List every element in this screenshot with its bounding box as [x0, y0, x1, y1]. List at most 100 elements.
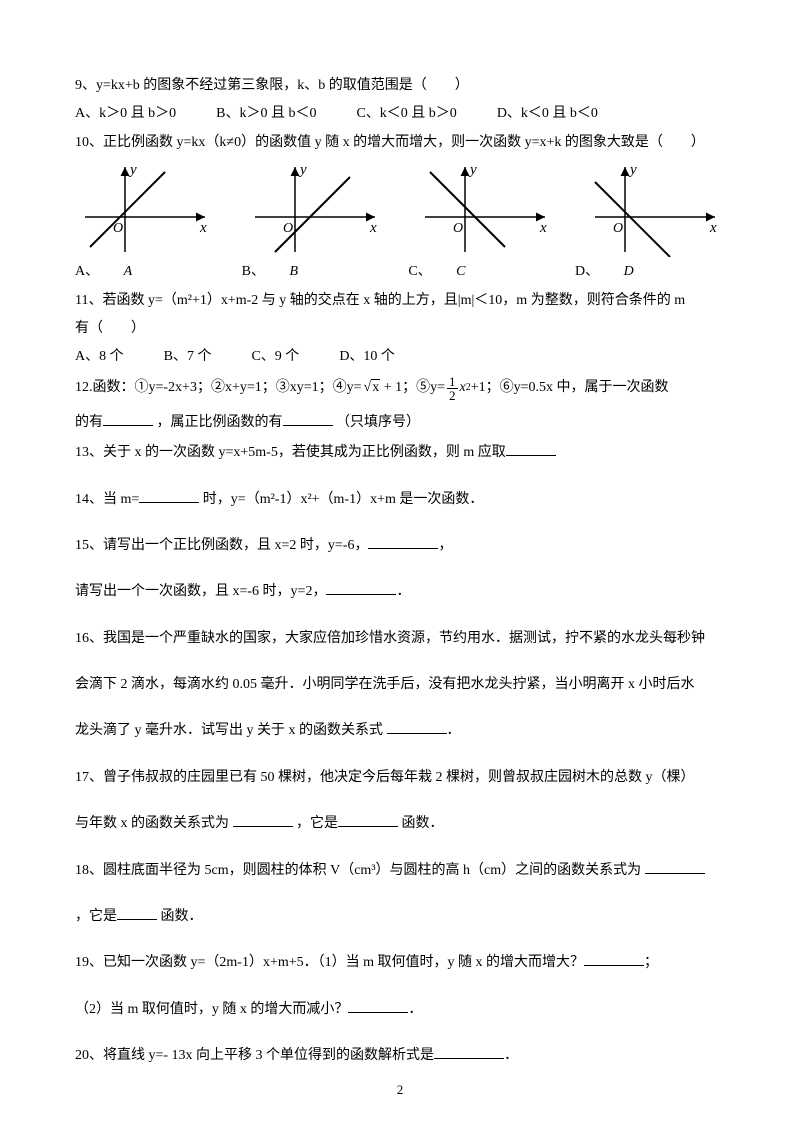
q17-blank2[interactable]: [338, 813, 398, 827]
graph-D: y x O: [585, 162, 725, 257]
q10-gA: A: [124, 264, 133, 279]
q11-optB: B、7 个: [164, 346, 212, 368]
q19-b: ；: [644, 955, 658, 970]
q17-b: 与年数 x 的函数关系式为: [75, 816, 233, 831]
q11-optC: C、9 个: [251, 346, 299, 368]
q9-text: 9、y=kx+b 的图象不经过第三象限，k、b 的取值范围是（ ）: [75, 75, 725, 97]
q10-lblA: A、: [75, 264, 99, 279]
graph-C-svg: y x O: [415, 162, 555, 257]
q20-b: ．: [504, 1048, 518, 1063]
q12-blank2[interactable]: [283, 412, 333, 426]
q16-c: 龙头滴了 y 毫升水．试写出 y 关于 x 的函数关系式: [75, 723, 387, 738]
q16-2: 会滴下 2 滴水，每滴水约 0.05 毫升．小明同学在洗手后，没有把水龙头拧紧，…: [75, 674, 725, 696]
q14-a: 14、当 m=: [75, 492, 139, 507]
q18-2: ，它是 函数．: [75, 906, 725, 928]
q9-optD: D、k＜0 且 b＜0: [497, 103, 598, 125]
q13-a: 13、关于 x 的一次函数 y=x+5m-5，若使其成为正比例函数，则 m 应取: [75, 445, 506, 460]
q14-blank[interactable]: [139, 489, 199, 503]
q13-blank[interactable]: [506, 442, 556, 456]
q10-gB: B: [290, 264, 299, 279]
graph-B-svg: y x O: [245, 162, 385, 257]
q12-line2: 的有 ，属正比例函数的有 （只填序号）: [75, 412, 725, 434]
q17-2: 与年数 x 的函数关系式为 ，它是 函数．: [75, 813, 725, 835]
q19-1: 19、已知一次函数 y=（2m-1）x+m+5．（1）当 m 取何值时，y 随 …: [75, 952, 725, 974]
svg-text:x: x: [539, 220, 547, 236]
svg-text:y: y: [128, 162, 137, 178]
q18-c: 函数．: [161, 909, 203, 924]
q19-a: 19、已知一次函数 y=（2m-1）x+m+5．（1）当 m 取何值时，y 随 …: [75, 955, 584, 970]
q10-gD: D: [624, 264, 634, 279]
q12-l2c: （只填序号）: [336, 415, 420, 430]
q10-labels: A、 A B、 B C、 C D、 D: [75, 261, 725, 283]
q16-1: 16、我国是一个严重缺水的国家，大家应倍加珍惜水资源，节约用水．据测试，拧不紧的…: [75, 628, 725, 650]
q19-blank2[interactable]: [348, 999, 408, 1013]
q11-options: A、8 个 B、7 个 C、9 个 D、10 个: [75, 346, 725, 368]
q10-lblD: D、: [575, 264, 599, 279]
page-number: 2: [397, 1080, 404, 1101]
svg-text:O: O: [113, 221, 123, 236]
q16-d: ．: [447, 723, 461, 738]
q17-d: 函数．: [402, 816, 444, 831]
q12-blank1[interactable]: [103, 412, 153, 426]
q11-text: 11、若函数 y=（m²+1）x+m-2 与 y 轴的交点在 x 轴的上方，且|…: [75, 290, 725, 312]
q13: 13、关于 x 的一次函数 y=x+5m-5，若使其成为正比例函数，则 m 应取: [75, 442, 725, 464]
graph-B: y x O: [245, 162, 385, 257]
q12-frac-den: 2: [447, 389, 458, 402]
q12-l2a: 的有: [75, 415, 103, 430]
q20: 20、将直线 y=- 13x 向上平移 3 个单位得到的函数解析式是 ．: [75, 1045, 725, 1067]
q17-1: 17、曾子伟叔叔的庄园里已有 50 棵树，他决定今后每年栽 2 棵树，则曾叔叔庄…: [75, 767, 725, 789]
q12-frac: 1 2: [447, 375, 458, 402]
svg-text:O: O: [283, 221, 293, 236]
q12-line1: 12.函数：①y=-2x+3；②x+y=1；③xy=1；④y= √x + 1 ；…: [75, 375, 725, 402]
q11-optD: D、10 个: [339, 346, 395, 368]
q12-l2b: ，属正比例函数的有: [157, 415, 283, 430]
q15-blank2[interactable]: [326, 581, 396, 595]
q19-d: ．: [408, 1002, 422, 1017]
q16-3: 龙头滴了 y 毫升水．试写出 y 关于 x 的函数关系式 ．: [75, 720, 725, 742]
q20-a: 20、将直线 y=- 13x 向上平移 3 个单位得到的函数解析式是: [75, 1048, 434, 1063]
q10-graphs: y x O y x O y x O y x O: [75, 162, 725, 257]
graph-A-svg: y x O: [75, 162, 215, 257]
q10-text: 10、正比例函数 y=kx（k≠0）的函数值 y 随 x 的增大而增大，则一次函…: [75, 132, 725, 154]
q9-optB: B、k＞0 且 b＜0: [216, 103, 316, 125]
svg-text:O: O: [453, 221, 463, 236]
svg-text:O: O: [613, 221, 623, 236]
q9-optC: C、k＜0 且 b＞0: [356, 103, 456, 125]
q18-1: 18、圆柱底面半径为 5cm，则圆柱的体积 V（cm³）与圆柱的高 h（cm）之…: [75, 860, 725, 882]
q15-b: ，: [438, 538, 452, 553]
graph-D-svg: y x O: [585, 162, 725, 257]
q12-prefix: 12.函数：①y=-2x+3；②x+y=1；③xy=1；④y=: [75, 377, 362, 399]
q15-1: 15、请写出一个正比例函数，且 x=2 时，y=-6， ，: [75, 535, 725, 557]
q15-d: ．: [396, 584, 410, 599]
svg-text:y: y: [628, 162, 637, 178]
q17-c: ，它是: [296, 816, 338, 831]
q17-blank1[interactable]: [233, 813, 293, 827]
q19-c: （2）当 m 取何值时，y 随 x 的增大而减小？: [75, 1002, 348, 1017]
svg-text:x: x: [369, 220, 377, 236]
q16-blank[interactable]: [387, 720, 447, 734]
q18-blank2[interactable]: [117, 906, 157, 920]
q20-blank[interactable]: [434, 1045, 504, 1059]
q10-lblC: C、: [408, 264, 431, 279]
q15-2: 请写出一个一次函数，且 x=-6 时，y=2， ．: [75, 581, 725, 603]
graph-C: y x O: [415, 162, 555, 257]
svg-text:y: y: [298, 162, 307, 178]
q18-blank1[interactable]: [645, 860, 705, 874]
q9-options: A、k＞0 且 b＞0 B、k＞0 且 b＜0 C、k＜0 且 b＞0 D、k＜…: [75, 103, 725, 125]
q11-optA: A、8 个: [75, 346, 124, 368]
q15-blank1[interactable]: [368, 535, 438, 549]
q19-blank1[interactable]: [584, 952, 644, 966]
q15-c: 请写出一个一次函数，且 x=-6 时，y=2，: [75, 584, 326, 599]
q18-a: 18、圆柱底面半径为 5cm，则圆柱的体积 V（cm³）与圆柱的高 h（cm）之…: [75, 863, 645, 878]
q10-gC: C: [456, 264, 465, 279]
svg-text:y: y: [468, 162, 477, 178]
q12-tail: +1；⑥y=0.5x 中，属于一次函数: [471, 377, 669, 399]
q14-b: 时，y=（m²-1）x²+（m-1）x+m 是一次函数．: [203, 492, 484, 507]
q11-text2: 有（ ）: [75, 318, 725, 340]
q10-lblB: B、: [242, 264, 265, 279]
q12-mid: ；⑤y=: [402, 377, 445, 399]
q15-a: 15、请写出一个正比例函数，且 x=2 时，y=-6，: [75, 538, 368, 553]
q19-2: （2）当 m 取何值时，y 随 x 的增大而减小？ ．: [75, 999, 725, 1021]
q9-optA: A、k＞0 且 b＞0: [75, 103, 176, 125]
q12-frac-num: 1: [447, 375, 458, 389]
